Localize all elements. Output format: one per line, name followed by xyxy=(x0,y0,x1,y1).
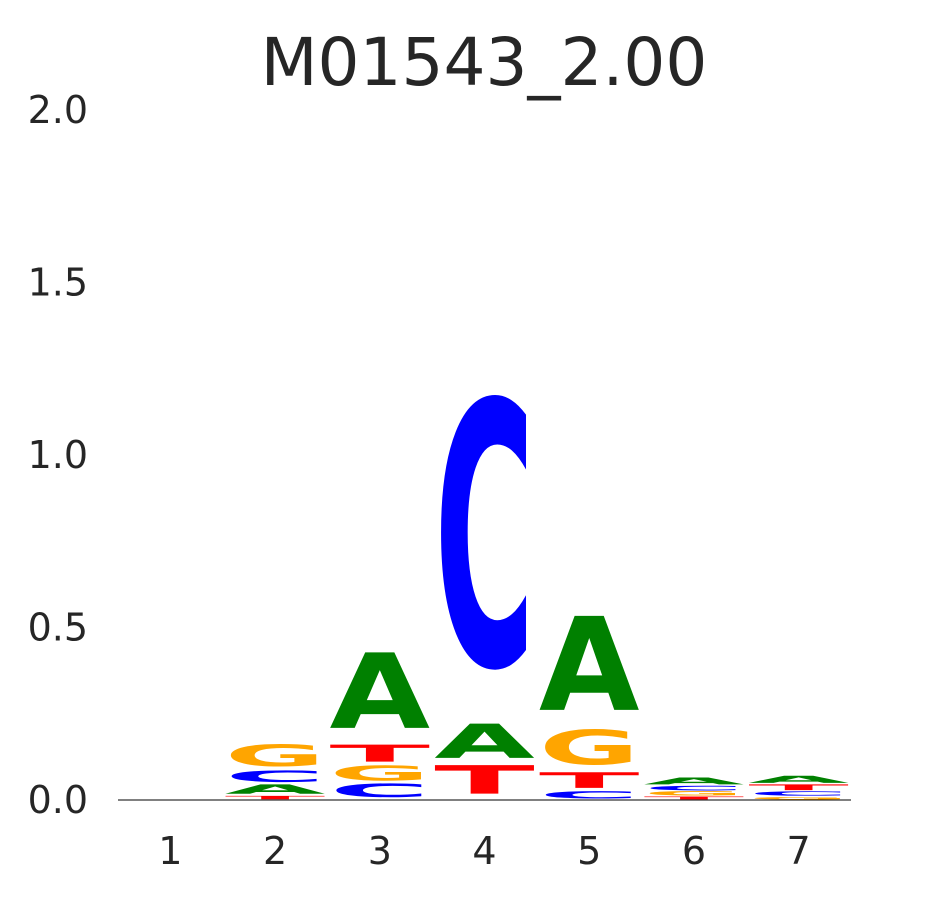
x-tick-label: 1 xyxy=(158,829,182,873)
logo-letter-c: C xyxy=(225,767,326,785)
x-tick-label: 2 xyxy=(263,829,287,873)
svg-text:A: A xyxy=(644,776,745,787)
logo-letter-t: T xyxy=(644,796,745,801)
logo-letter-g: G xyxy=(748,796,849,801)
x-tick-label: 5 xyxy=(577,829,601,873)
x-tick-label: 3 xyxy=(368,829,392,873)
x-axis: 1 2 3 4 5 6 7 xyxy=(158,829,810,873)
y-tick-label: 1.5 xyxy=(28,261,88,305)
svg-text:T: T xyxy=(748,783,849,792)
y-tick-label: 2.0 xyxy=(28,88,88,132)
logo-letter-a: A xyxy=(748,774,849,785)
svg-text:A: A xyxy=(330,632,431,753)
svg-text:C: C xyxy=(434,327,535,750)
logo-letter-g: G xyxy=(539,721,640,776)
logo-letter-t: T xyxy=(225,795,326,800)
logo-letter-a: A xyxy=(225,782,326,797)
svg-text:C: C xyxy=(644,785,745,792)
y-tick-label: 0.5 xyxy=(28,606,88,650)
logo-letter-g: G xyxy=(644,790,744,797)
y-axis: 0.0 0.5 1.0 1.5 2.0 xyxy=(28,88,88,822)
svg-text:A: A xyxy=(225,782,326,797)
logo-letter-a: A xyxy=(330,632,431,753)
logo-letter-t: T xyxy=(748,783,849,792)
logo-letter-t: T xyxy=(330,740,431,767)
logo-letter-g: G xyxy=(330,761,431,785)
x-tick-label: 4 xyxy=(472,829,496,873)
logo-letter-a: A xyxy=(644,776,745,787)
logo-letter-c: C xyxy=(434,327,535,750)
x-tick-label: 6 xyxy=(682,829,706,873)
svg-text:G: G xyxy=(539,721,640,776)
y-tick-label: 0.0 xyxy=(28,778,88,822)
svg-text:C: C xyxy=(748,790,849,797)
svg-text:C: C xyxy=(330,780,431,801)
svg-text:T: T xyxy=(225,795,326,800)
svg-text:G: G xyxy=(644,790,744,797)
chart-title: M01543_2.00 xyxy=(261,24,708,101)
logo-letter-c: C xyxy=(748,790,849,797)
svg-text:T: T xyxy=(539,768,640,793)
svg-text:A: A xyxy=(748,774,849,785)
svg-text:G: G xyxy=(225,739,326,773)
svg-text:G: G xyxy=(330,761,431,785)
svg-text:C: C xyxy=(539,789,640,800)
svg-text:A: A xyxy=(434,715,535,770)
y-tick-label: 1.0 xyxy=(28,433,88,477)
logo-letter-c: C xyxy=(644,785,745,792)
svg-text:A: A xyxy=(539,590,640,740)
svg-text:T: T xyxy=(434,758,535,803)
logo-letter-t: T xyxy=(539,768,640,793)
x-tick-label: 7 xyxy=(787,829,811,873)
logo-letter-c: C xyxy=(539,789,640,800)
svg-text:C: C xyxy=(225,767,326,785)
logo-letter-a: A xyxy=(539,590,640,740)
logo-letter-c: C xyxy=(330,780,431,801)
svg-text:T: T xyxy=(644,796,745,801)
logo-letter-a: A xyxy=(434,715,535,770)
logo-letter-t: T xyxy=(434,758,535,803)
svg-text:G: G xyxy=(748,796,849,801)
svg-text:T: T xyxy=(330,740,431,767)
logo-letter-g: G xyxy=(225,739,326,773)
